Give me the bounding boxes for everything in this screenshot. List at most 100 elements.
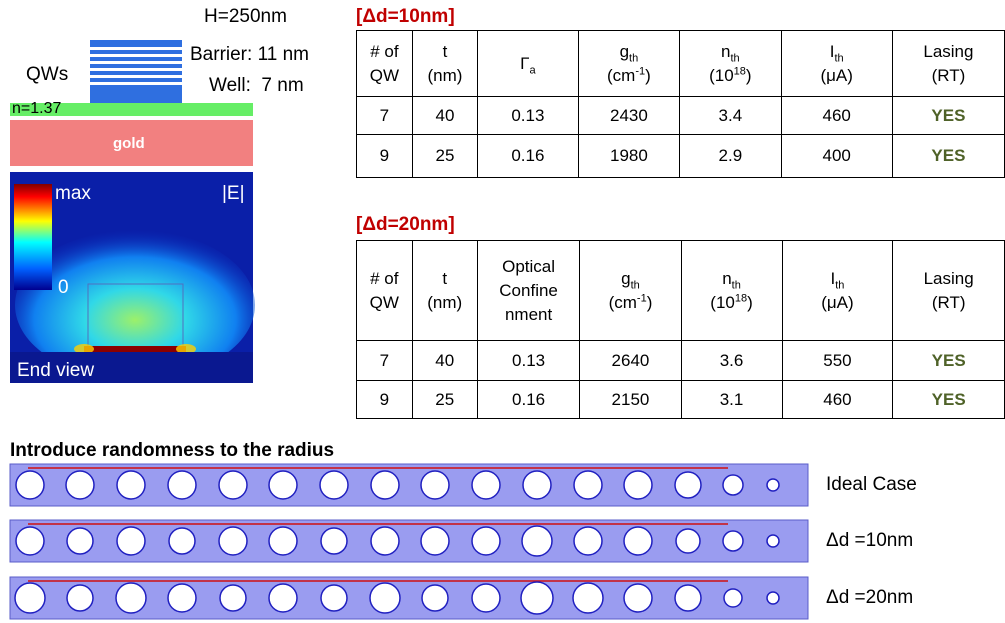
data-cell: 2640	[580, 341, 681, 381]
air-hole	[269, 471, 297, 499]
header-line: (nm)	[415, 64, 475, 88]
data-cell: 2430	[578, 97, 680, 135]
section-title: Introduce randomness to the radius	[10, 440, 334, 462]
data-cell: 550	[782, 341, 893, 381]
air-hole	[422, 585, 448, 611]
header-text: th	[835, 279, 844, 291]
header-text: t	[443, 42, 448, 61]
air-hole	[523, 471, 551, 499]
header-line: (μA)	[784, 64, 890, 88]
header-line: Confine	[480, 279, 578, 303]
header-line: Optical	[480, 255, 578, 279]
header-cell: gth(cm-1)	[578, 31, 680, 97]
header-line: Ith	[784, 40, 890, 64]
height-label: H=250nm	[204, 6, 287, 28]
header-text: (RT)	[932, 293, 966, 312]
header-text: (nm)	[427, 66, 462, 85]
header-text: (cm	[607, 66, 635, 85]
data-cell: 3.1	[681, 381, 782, 419]
header-text: g	[620, 42, 629, 61]
header-cell: # of QW	[357, 31, 413, 97]
header-line: (nm)	[415, 291, 475, 315]
header-cell: t (nm)	[412, 31, 477, 97]
header-cell: nth(1018)	[680, 31, 781, 97]
data-cell: 460	[782, 381, 893, 419]
header-text: )	[746, 66, 752, 85]
header-text: 18	[735, 292, 747, 304]
data-cell: 0.13	[477, 341, 580, 381]
header-text: n	[722, 269, 731, 288]
air-hole	[269, 527, 297, 555]
header-cell: gth(cm-1)	[580, 241, 681, 341]
barrier-label: Barrier: 11 nm	[190, 44, 309, 66]
header-line: QW	[359, 64, 410, 88]
air-hole	[573, 583, 603, 613]
header-text: (10	[709, 66, 734, 85]
header-text: th	[730, 52, 739, 64]
data-cell: 9	[357, 135, 413, 178]
header-text: (RT)	[932, 66, 966, 85]
header-line: Lasing	[895, 267, 1002, 291]
header-text: g	[621, 269, 630, 288]
air-hole	[15, 583, 45, 613]
header-text: Lasing	[924, 269, 974, 288]
air-hole	[723, 475, 743, 495]
air-hole	[67, 585, 93, 611]
air-hole	[116, 583, 146, 613]
data-cell: 0.16	[478, 135, 579, 178]
header-text: QW	[370, 293, 399, 312]
air-hole	[219, 471, 247, 499]
data-cell: YES	[892, 135, 1004, 178]
header-text: # of	[370, 269, 398, 288]
header-line: QW	[359, 291, 410, 315]
header-line: nth	[684, 267, 780, 291]
air-hole	[724, 589, 742, 607]
air-hole	[66, 471, 94, 499]
qw-stack	[90, 40, 182, 104]
data-cell: 40	[412, 97, 477, 135]
header-text: )	[647, 293, 653, 312]
header-text: a	[530, 64, 536, 76]
air-hole	[767, 479, 779, 491]
air-hole	[624, 471, 652, 499]
index-label: n=1.37	[12, 100, 61, 118]
header-text: nment	[505, 305, 552, 324]
data-cell: 460	[781, 97, 892, 135]
header-text: th	[631, 279, 640, 291]
header-line: t	[415, 267, 475, 291]
qw-label: QWs	[26, 64, 68, 86]
header-cell: Ith(μA)	[781, 31, 892, 97]
data-cell: 40	[412, 341, 477, 381]
data-cell: YES	[893, 381, 1005, 419]
gold-label: gold	[113, 135, 145, 152]
data-cell: 2.9	[680, 135, 781, 178]
header-text: # of	[370, 42, 398, 61]
data-cell: 2150	[580, 381, 681, 419]
air-hole	[16, 471, 44, 499]
header-text: Lasing	[923, 42, 973, 61]
air-hole	[624, 527, 652, 555]
header-line: # of	[359, 267, 410, 291]
header-line: (1018)	[684, 291, 780, 315]
air-hole	[574, 471, 602, 499]
data-cell: 1980	[578, 135, 680, 178]
field-label: |E|	[222, 183, 245, 205]
data-cell: 3.6	[681, 341, 782, 381]
case-label: Δd =20nm	[826, 587, 913, 609]
header-text: t	[442, 269, 447, 288]
air-hole	[371, 471, 399, 499]
case-label: Δd =10nm	[826, 530, 913, 552]
air-hole	[675, 472, 701, 498]
photonic-crystal-strips	[10, 464, 808, 619]
header-line: Lasing	[895, 40, 1002, 64]
air-hole	[16, 527, 44, 555]
field-max: max	[55, 183, 91, 205]
header-line: # of	[359, 40, 410, 64]
header-line: (RT)	[895, 64, 1002, 88]
air-hole	[522, 526, 552, 556]
header-cell: t (nm)	[412, 241, 477, 341]
air-hole	[371, 527, 399, 555]
